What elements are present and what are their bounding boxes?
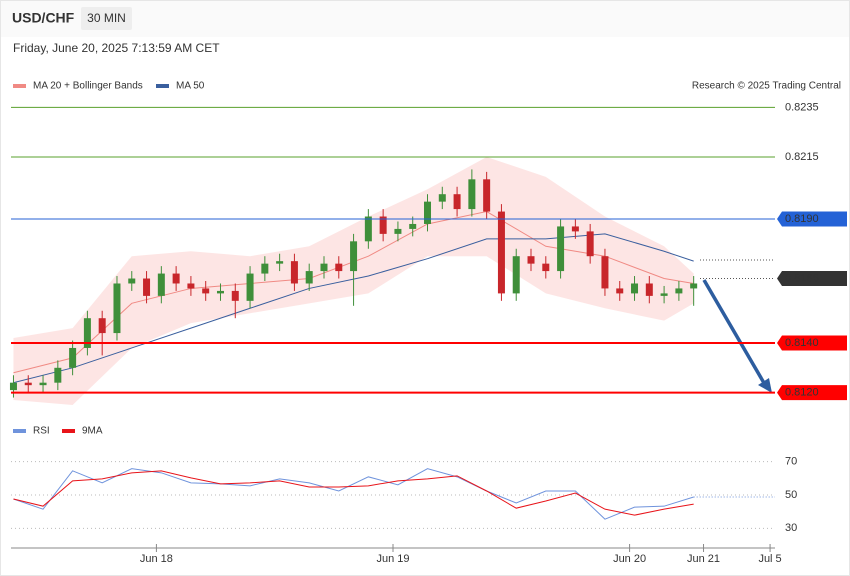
candle-body bbox=[246, 273, 254, 301]
credit: Research © 2025 Trading Central bbox=[692, 81, 841, 92]
level-label-box bbox=[777, 211, 847, 227]
candle-body bbox=[216, 290, 224, 294]
candle-body bbox=[616, 288, 624, 294]
y-tick-label: 70 bbox=[785, 456, 797, 468]
indicator-line bbox=[13, 470, 694, 516]
projection-arrow-head bbox=[758, 378, 772, 393]
level-label: 0.8166 bbox=[785, 272, 819, 284]
candle-body bbox=[143, 278, 151, 296]
candle-body bbox=[586, 231, 594, 257]
candle-body bbox=[9, 382, 17, 391]
candle-body bbox=[453, 194, 461, 210]
legend-swatch bbox=[13, 84, 26, 88]
candle-body bbox=[631, 283, 639, 294]
candle-body bbox=[571, 226, 579, 232]
candle-body bbox=[231, 290, 239, 301]
legend-swatch bbox=[62, 429, 75, 433]
candle-body bbox=[350, 241, 358, 272]
candle-body bbox=[527, 256, 535, 264]
candle-body bbox=[98, 318, 106, 334]
main-layer bbox=[9, 169, 698, 398]
candle-body bbox=[305, 271, 313, 284]
legend-label: RSI bbox=[33, 426, 50, 437]
candle-body bbox=[187, 283, 195, 289]
x-tick-label: Jul 5 bbox=[758, 553, 781, 565]
candle-body bbox=[172, 273, 180, 284]
level-label: 0.8120 bbox=[785, 387, 819, 399]
candle-body bbox=[557, 226, 565, 272]
candle-body bbox=[645, 283, 653, 296]
y-tick-label: 30 bbox=[785, 522, 797, 534]
candle-body bbox=[83, 318, 91, 348]
level-label: 0.8215 bbox=[785, 151, 819, 163]
candle-body bbox=[497, 211, 505, 294]
level-label-box bbox=[777, 385, 847, 401]
candle-body bbox=[512, 256, 520, 294]
level-label-box bbox=[777, 271, 847, 287]
candle-body bbox=[276, 261, 284, 264]
candle-body bbox=[113, 283, 121, 334]
candle-body bbox=[364, 216, 372, 242]
level-label-box bbox=[777, 335, 847, 351]
candle-body bbox=[54, 367, 62, 383]
candle-body bbox=[468, 179, 476, 210]
candle-body bbox=[483, 179, 491, 212]
timeframe-box bbox=[81, 7, 132, 30]
candle-body bbox=[261, 263, 269, 274]
candle-body bbox=[335, 263, 343, 272]
candle-body bbox=[394, 228, 402, 234]
timeframe: 30 MIN bbox=[87, 11, 126, 25]
candle-body bbox=[438, 194, 446, 202]
level-label: 0.8140 bbox=[785, 337, 819, 349]
candle-body bbox=[157, 273, 165, 296]
x-tick-label: Jun 18 bbox=[140, 553, 173, 565]
candle-body bbox=[409, 223, 417, 229]
candle-body bbox=[542, 263, 550, 272]
candle-body bbox=[202, 288, 210, 294]
candle-body bbox=[39, 382, 47, 386]
chart-title: USD/CHF bbox=[12, 10, 75, 26]
candle-body bbox=[601, 256, 609, 289]
candle-body bbox=[660, 293, 668, 296]
moving-average bbox=[13, 233, 694, 384]
candle-body bbox=[690, 283, 698, 289]
candle-body bbox=[69, 347, 77, 368]
projection-arrow bbox=[702, 279, 766, 384]
candle-body bbox=[24, 382, 32, 386]
candle-body bbox=[290, 261, 298, 284]
candle-body bbox=[424, 201, 432, 224]
legend-label: MA 20 + Bollinger Bands bbox=[33, 81, 143, 92]
x-tick-label: Jun 19 bbox=[376, 553, 409, 565]
candle-body bbox=[128, 278, 136, 284]
y-tick-label: 50 bbox=[785, 489, 797, 501]
candle-body bbox=[320, 263, 328, 272]
x-tick-label: Jun 21 bbox=[687, 553, 720, 565]
timestamp: Friday, June 20, 2025 7:13:59 AM CET bbox=[13, 41, 220, 55]
legend-label: 9MA bbox=[82, 426, 103, 437]
candle-body bbox=[379, 216, 387, 234]
header-bar bbox=[1, 1, 849, 37]
level-label: 0.8190 bbox=[785, 213, 819, 225]
level-label: 0.8235 bbox=[785, 101, 819, 113]
candle-body bbox=[675, 288, 683, 294]
legend-swatch bbox=[13, 429, 26, 433]
legend-swatch bbox=[156, 84, 169, 88]
x-tick-label: Jun 20 bbox=[613, 553, 646, 565]
legend-label: MA 50 bbox=[176, 81, 205, 92]
